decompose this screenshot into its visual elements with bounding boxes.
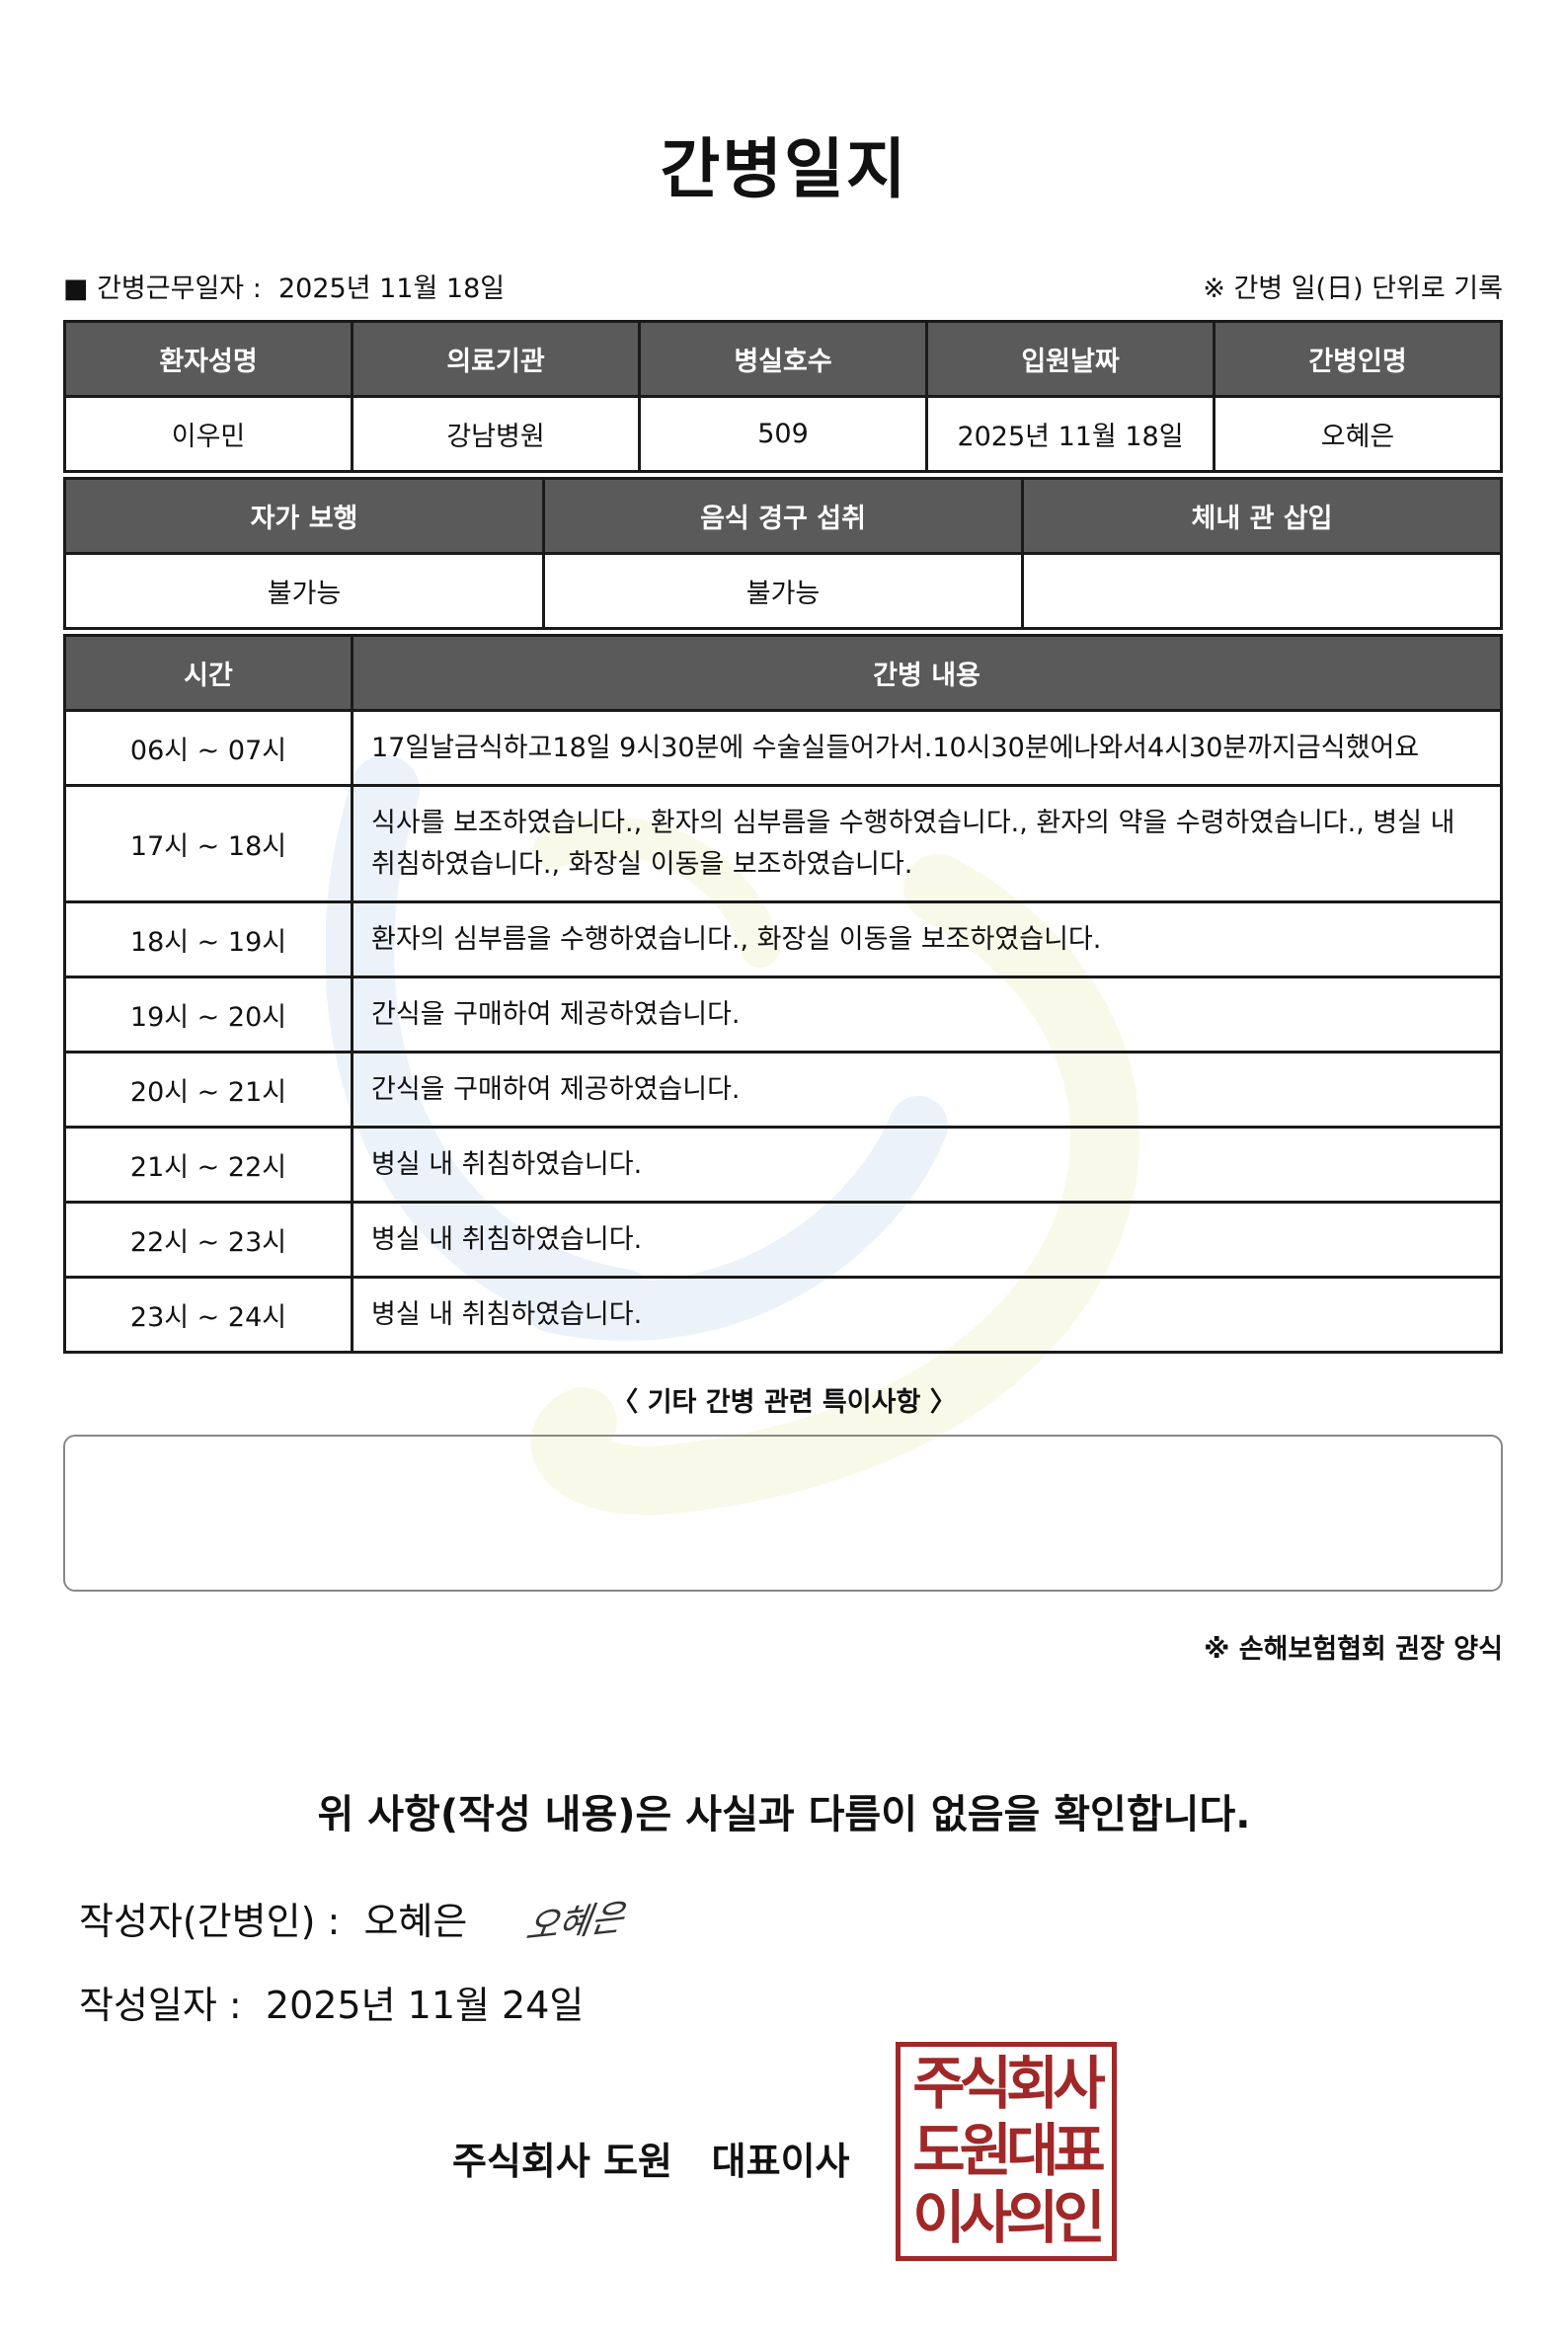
header-hospital: 의료기관: [351, 320, 641, 398]
signature: 오혜은: [522, 1897, 628, 1949]
log-content: 식사를 보조하였습니다., 환자의 심부름을 수행하였습니다., 환자의 약을 …: [351, 784, 1503, 903]
walking-status: 불가능: [63, 552, 545, 630]
hospital: 강남병원: [351, 395, 641, 473]
admission-date: 2025년 11월 18일: [925, 395, 1215, 473]
header-room: 병실호수: [638, 320, 928, 398]
status-table: 자가 보행 음식 경구 섭취 체내 관 삽입 불가능 불가능: [63, 477, 1503, 630]
confirmation-statement: 위 사항(작성 내용)은 사실과 다름이 없음을 확인합니다.: [317, 1792, 1251, 1837]
company-representative: 주식회사 도원 대표이사: [452, 2140, 850, 2183]
log-row: 23시 ~ 24시 병실 내 취침하였습니다.: [63, 1276, 1503, 1354]
log-time: 20시 ~ 21시: [63, 1051, 353, 1129]
log-content: 병실 내 취침하였습니다.: [351, 1201, 1503, 1279]
log-row: 18시 ~ 19시 환자의 심부름을 수행하였습니다., 화장실 이동을 보조하였…: [63, 900, 1503, 978]
writer-name: 오혜은: [363, 1900, 468, 1943]
written-date-value: 2025년 11월 24일: [265, 1984, 585, 2027]
form-note: ※ 손해보험협회 권장 양식: [1204, 1634, 1503, 1665]
log-content: 환자의 심부름을 수행하였습니다., 화장실 이동을 보조하였습니다.: [351, 900, 1503, 978]
log-time: 23시 ~ 24시: [63, 1276, 353, 1354]
header-admission-date: 입원날짜: [925, 320, 1215, 398]
log-content: 간식을 구매하여 제공하였습니다.: [351, 976, 1503, 1054]
log-time: 21시 ~ 22시: [63, 1126, 353, 1204]
log-content: 17일날금식하고18일 9시30분에 수술실들어가서.10시30분에나와서4시3…: [351, 709, 1503, 787]
log-row: 19시 ~ 20시 간식을 구매하여 제공하였습니다.: [63, 976, 1503, 1054]
care-log-table: 시간 간병 내용 06시 ~ 07시 17일날금식하고18일 9시30분에 수술실들…: [63, 634, 1503, 1354]
work-date: ■ 간병근무일자 : 2025년 11월 18일: [63, 267, 505, 305]
tube-status: [1021, 552, 1503, 630]
log-content: 병실 내 취침하였습니다.: [351, 1126, 1503, 1204]
info-table: 환자성명 의료기관 병실호수 입원날짜 간병인명 이우민 강남병원 509 2025년 11월…: [63, 320, 1503, 473]
patient-name: 이우민: [63, 395, 353, 473]
log-content: 간식을 구매하여 제공하였습니다.: [351, 1051, 1503, 1129]
special-notes-box: [63, 1435, 1503, 1592]
work-date-value: 2025년 11월 18일: [277, 273, 506, 304]
header-time: 시간: [63, 634, 353, 712]
log-time: 06시 ~ 07시: [63, 709, 353, 787]
header-oral-intake: 음식 경구 섭취: [542, 477, 1024, 555]
log-time: 19시 ~ 20시: [63, 976, 353, 1054]
log-time: 18시 ~ 19시: [63, 900, 353, 978]
header-tube: 체내 관 삽입: [1021, 477, 1503, 555]
page-title: 간병일지: [660, 131, 908, 207]
written-date-line: 작성일자 : 2025년 11월 24일: [79, 1975, 584, 2029]
header-caregiver: 간병인명: [1213, 320, 1503, 398]
log-row: 06시 ~ 07시 17일날금식하고18일 9시30분에 수술실들어가서.10시3…: [63, 709, 1503, 787]
company-seal-stamp: 주식회사 도원대표 이사의인: [896, 2042, 1117, 2261]
header-content: 간병 내용: [351, 634, 1503, 712]
stamp-line: 이사의인: [912, 2184, 1105, 2251]
header-walking: 자가 보행: [63, 477, 545, 555]
log-row: 22시 ~ 23시 병실 내 취침하였습니다.: [63, 1201, 1503, 1279]
log-content: 병실 내 취침하였습니다.: [351, 1276, 1503, 1354]
oral-intake-status: 불가능: [542, 552, 1024, 630]
stamp-line: 주식회사: [912, 2050, 1105, 2117]
unit-note: ※ 간병 일(日) 단위로 기록: [1203, 273, 1503, 304]
log-row: 20시 ~ 21시 간식을 구매하여 제공하였습니다.: [63, 1051, 1503, 1129]
log-time: 17시 ~ 18시: [63, 784, 353, 903]
writer-label: 작성자(간병인) :: [79, 1900, 341, 1943]
header-patient-name: 환자성명: [63, 320, 353, 398]
work-date-label: ■ 간병근무일자 :: [63, 273, 262, 304]
writer-line: 작성자(간병인) : 오혜은 오혜은: [79, 1891, 627, 1948]
caregiver-name: 오혜은: [1213, 395, 1503, 473]
written-date-label: 작성일자 :: [79, 1984, 242, 2027]
log-row: 21시 ~ 22시 병실 내 취침하였습니다.: [63, 1126, 1503, 1204]
special-notes-title: 〈 기타 간병 관련 특이사항 〉: [611, 1387, 957, 1418]
log-row: 17시 ~ 18시 식사를 보조하였습니다., 환자의 심부름을 수행하였습니다.…: [63, 784, 1503, 903]
log-time: 22시 ~ 23시: [63, 1201, 353, 1279]
stamp-line: 도원대표: [912, 2117, 1105, 2184]
room-number: 509: [638, 395, 928, 473]
